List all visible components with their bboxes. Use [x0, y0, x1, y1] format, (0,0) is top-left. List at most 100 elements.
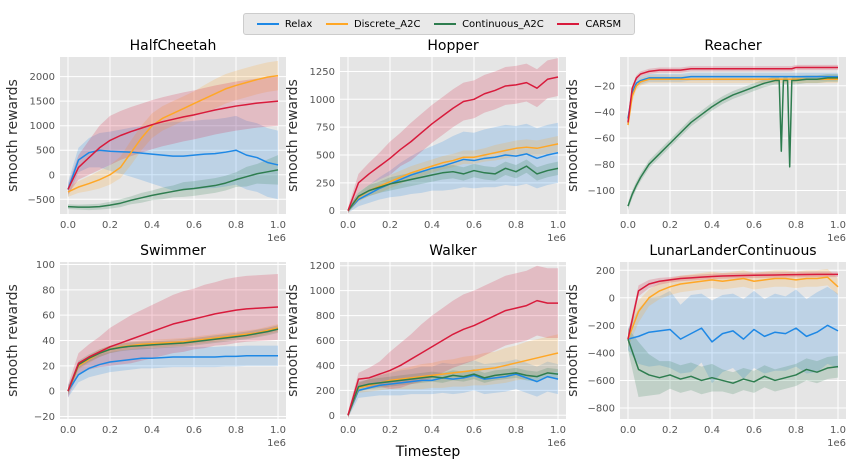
y-tick-label-hopper: 1000	[310, 95, 335, 106]
y-tick-label-reacher: −100	[588, 186, 615, 197]
panel-lunarlandercontinuous: 0.0 0.2 0.4 0.6 0.8 1.0 −800 −600 −400 −200 0 200 Lu…	[565, 243, 846, 449]
y-tick-label-hopper: 250	[316, 178, 335, 189]
x-tick-label-swimmer: 0.4	[144, 425, 160, 436]
x-tick-label-reacher: 0.4	[704, 220, 720, 231]
y-axis-label-swimmer: smooth rewards	[5, 284, 21, 397]
band-carsm-hopper	[348, 58, 558, 214]
x-offset-label-lunarlandercontinuous: 1e6	[827, 438, 846, 449]
legend-swatch-carsm	[557, 23, 580, 25]
y-tick-label-lunarlandercontinuous: −800	[588, 403, 615, 414]
x-offset-label-swimmer: 1e6	[267, 438, 286, 449]
line-relax-lunarlandercontinuous	[627, 324, 839, 343]
legend-swatch-continuous-a2c	[434, 23, 457, 25]
band-discrete-a2c-reacher	[628, 75, 838, 131]
x-tick-label-reacher: 0.6	[746, 220, 762, 231]
panel-title-swimmer: Swimmer	[140, 243, 206, 259]
y-tick-label-swimmer: 0	[49, 387, 55, 398]
band-continuous-a2c-hopper	[348, 159, 558, 213]
line-carsm-halfcheetah	[67, 100, 279, 190]
figure-xlabel: Timestep	[395, 444, 461, 460]
line-carsm-hopper	[347, 76, 559, 211]
legend-label-relax: Relax	[284, 18, 313, 30]
panel-title-halfcheetah: HalfCheetah	[130, 38, 217, 54]
legend-item-discrete-a2c: Discrete_A2C	[325, 19, 420, 30]
line-carsm-swimmer	[67, 306, 279, 392]
y-tick-label-hopper: 1250	[310, 67, 335, 78]
y-tick-label-halfcheetah: 1500	[30, 97, 55, 108]
panel-hopper: 0.0 0.2 0.4 0.6 0.8 1.0 0 250 500 750 1000 1250 Hopp…	[285, 38, 566, 244]
plot-area-lunarlandercontinuous	[620, 262, 846, 419]
panel-walker: 0.0 0.2 0.4 0.6 0.8 1.0 0 200 400 600 800 1000 1200 W…	[285, 243, 566, 449]
line-relax-walker	[347, 373, 559, 416]
band-relax-lunarlandercontinuous	[628, 286, 838, 384]
plot-area-halfcheetah	[60, 57, 286, 214]
panel-title-walker: Walker	[429, 243, 477, 259]
x-tick-label-reacher: 0.0	[620, 220, 636, 231]
x-offset-label-walker: 1e6	[547, 438, 566, 449]
x-tick-label-hopper: 0.4	[424, 220, 440, 231]
x-tick-label-lunarlandercontinuous: 0.2	[662, 425, 678, 436]
y-tick-label-hopper: 750	[316, 123, 335, 134]
band-carsm-halfcheetah	[68, 76, 278, 195]
legend-swatch-relax	[256, 23, 279, 25]
y-tick-label-hopper: 0	[329, 206, 335, 217]
y-axis-label-walker: smooth rewards	[285, 284, 301, 397]
y-tick-label-swimmer: 40	[42, 336, 55, 347]
line-carsm-lunarlandercontinuous	[627, 273, 838, 340]
legend-label-carsm: CARSM	[585, 18, 622, 30]
legend-item-carsm: CARSM	[557, 19, 621, 30]
y-axis-label-lunarlandercontinuous: smooth rewards	[565, 284, 581, 397]
line-continuous-a2c-halfcheetah	[67, 169, 279, 208]
line-relax-reacher	[627, 75, 838, 119]
y-tick-label-lunarlandercontinuous: −200	[588, 321, 615, 332]
x-tick-label-halfcheetah: 0.2	[102, 220, 118, 231]
panel-title-hopper: Hopper	[427, 38, 478, 54]
band-discrete-a2c-lunarlandercontinuous	[628, 268, 838, 348]
y-axis-label-halfcheetah: smooth rewards	[5, 79, 21, 192]
y-tick-label-reacher: −80	[594, 160, 615, 171]
legend-item-relax: Relax	[256, 18, 313, 30]
y-tick-label-lunarlandercontinuous: 0	[609, 293, 615, 304]
x-tick-label-lunarlandercontinuous: 1.0	[830, 425, 846, 436]
x-tick-label-halfcheetah: 0.4	[144, 220, 160, 231]
x-tick-label-halfcheetah: 1.0	[270, 220, 286, 231]
x-offset-label-halfcheetah: 1e6	[267, 233, 286, 244]
legend-item-continuous-a2c: Continuous_A2C	[434, 19, 544, 30]
y-tick-label-reacher: −40	[594, 107, 615, 118]
line-carsm-reacher	[627, 66, 838, 123]
band-relax-swimmer	[68, 345, 278, 398]
line-continuous-a2c-walker	[347, 372, 559, 416]
x-tick-label-walker: 1.0	[550, 425, 566, 436]
x-offset-label-hopper: 1e6	[547, 233, 566, 244]
y-tick-label-lunarlandercontinuous: −600	[588, 376, 615, 387]
x-tick-label-swimmer: 1.0	[270, 425, 286, 436]
x-tick-label-reacher: 1.0	[830, 220, 846, 231]
x-tick-label-lunarlandercontinuous: 0.8	[788, 425, 804, 436]
line-discrete-a2c-halfcheetah	[67, 74, 279, 193]
x-tick-label-swimmer: 0.8	[228, 425, 244, 436]
x-offset-label-reacher: 1e6	[827, 233, 846, 244]
line-relax-halfcheetah	[67, 149, 279, 190]
band-continuous-a2c-halfcheetah	[68, 155, 278, 211]
x-tick-label-lunarlandercontinuous: 0.0	[620, 425, 636, 436]
x-tick-label-lunarlandercontinuous: 0.4	[704, 425, 720, 436]
line-relax-swimmer	[67, 354, 278, 392]
y-tick-label-walker: 200	[316, 386, 335, 397]
legend-swatch-discrete-a2c	[325, 23, 348, 25]
y-axis-label-hopper: smooth rewards	[285, 79, 301, 192]
plot-area-reacher	[620, 57, 846, 214]
x-tick-label-swimmer: 0.0	[60, 425, 76, 436]
line-continuous-a2c-hopper	[347, 165, 559, 212]
panel-halfcheetah: 0.0 0.2 0.4 0.6 0.8 1.0 −500 0 500 1000 1500 2000 Ha…	[5, 38, 286, 244]
y-tick-label-halfcheetah: −500	[28, 195, 55, 206]
legend-label-continuous-a2c: Continuous_A2C	[462, 18, 544, 30]
x-tick-label-reacher: 0.2	[662, 220, 678, 231]
y-tick-label-swimmer: 100	[36, 260, 55, 271]
x-tick-label-swimmer: 0.2	[102, 425, 118, 436]
line-continuous-a2c-reacher	[627, 77, 838, 207]
line-continuous-a2c-swimmer	[67, 328, 279, 392]
x-tick-label-walker: 0.0	[340, 425, 356, 436]
band-continuous-a2c-reacher	[628, 74, 838, 211]
x-tick-label-hopper: 0.0	[340, 220, 356, 231]
